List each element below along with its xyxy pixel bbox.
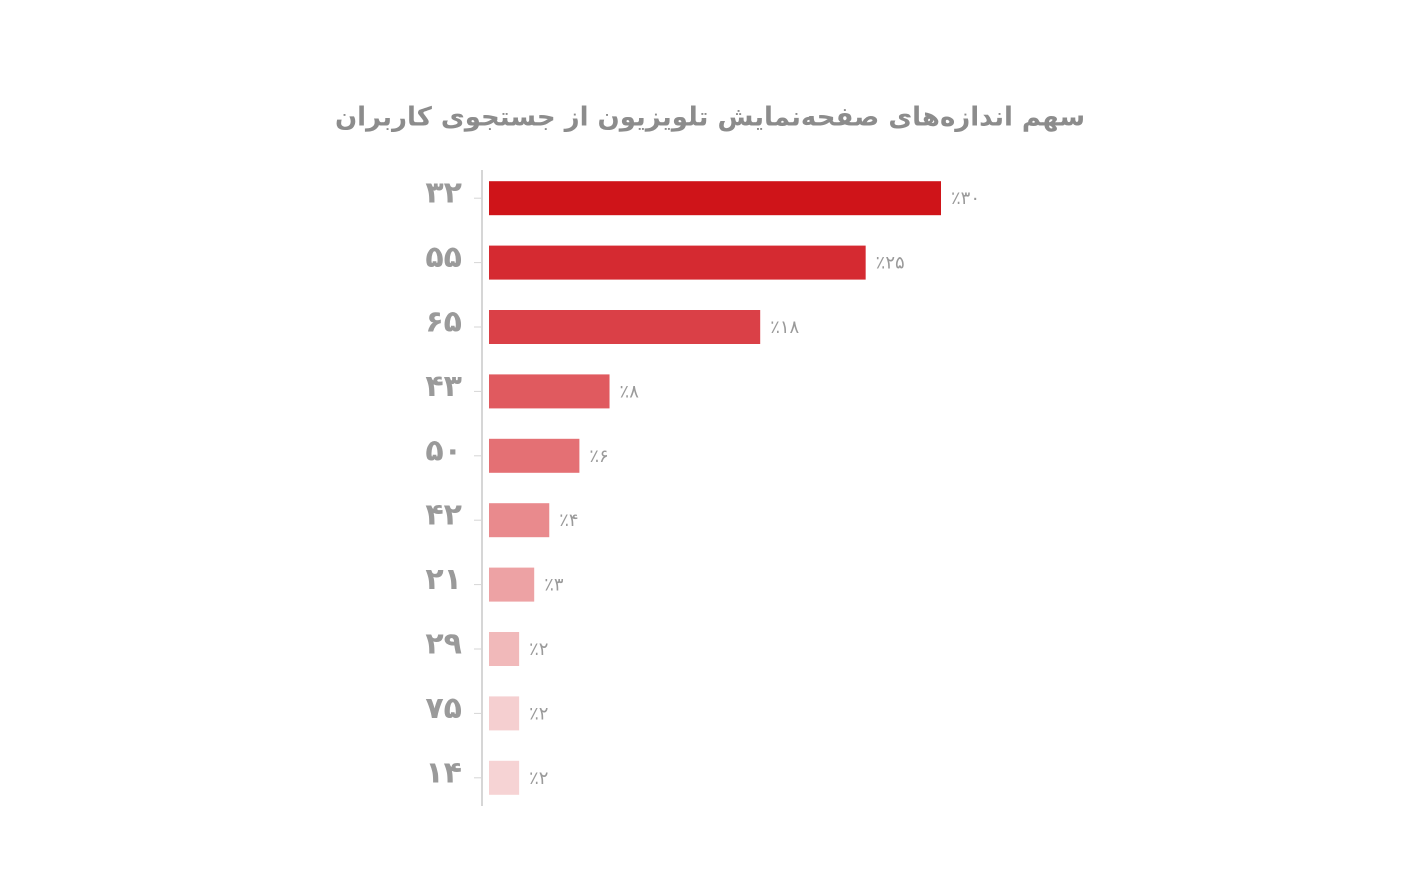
- bar: [489, 503, 550, 538]
- y-tick-label: ۲۱: [425, 562, 462, 597]
- y-tick-label: ۴۳: [425, 369, 462, 404]
- value-label: ٪۲۵: [876, 253, 905, 274]
- bar: [489, 632, 520, 666]
- bar: [489, 181, 941, 216]
- y-tick-label: ۷۵: [425, 691, 462, 726]
- chart-title: سهم اندازه‌های صفحه‌نمایش تلویزیون از جس…: [335, 103, 1085, 133]
- value-label: ٪۲: [529, 639, 548, 660]
- y-tick-label: ۳۲: [425, 176, 462, 211]
- value-label: ٪۴: [559, 510, 578, 531]
- bar: [489, 310, 761, 344]
- y-tick-label: ۲۹: [425, 627, 462, 662]
- value-label: ٪۲: [529, 768, 548, 789]
- y-tick-label: ۶۵: [425, 305, 462, 340]
- bar: [489, 760, 520, 795]
- y-tick-label: ۵۵: [425, 240, 462, 275]
- value-label: ٪۲: [529, 703, 548, 724]
- bar: [489, 374, 610, 409]
- bar: [489, 438, 580, 473]
- value-label: ٪۶: [589, 446, 608, 467]
- value-label: ٪۳۰: [951, 188, 980, 209]
- y-tick-label: ۴۲: [425, 498, 462, 533]
- y-tick-label: ۱۴: [425, 755, 462, 790]
- value-label: ٪۸: [620, 381, 640, 402]
- y-tick-label: ۵۰: [425, 433, 462, 468]
- bar: [489, 696, 520, 731]
- bar: [489, 245, 866, 280]
- value-label: ٪۳: [544, 575, 564, 596]
- bar: [489, 567, 535, 602]
- value-label: ٪۱۸: [770, 317, 799, 338]
